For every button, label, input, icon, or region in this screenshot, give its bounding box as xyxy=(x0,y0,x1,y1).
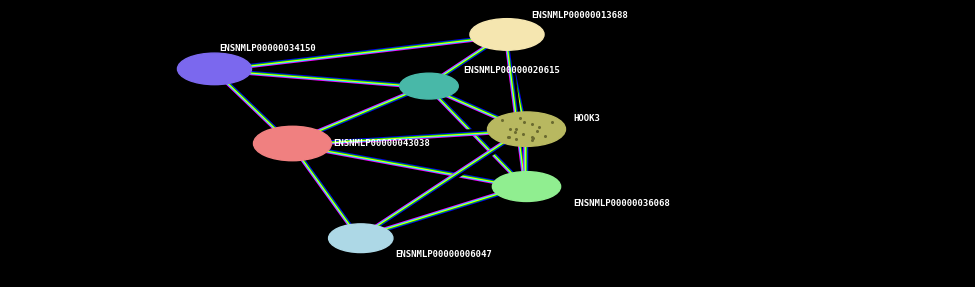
Text: ENSNMLP00000020615: ENSNMLP00000020615 xyxy=(463,66,560,75)
Text: HOOK3: HOOK3 xyxy=(573,114,601,123)
Ellipse shape xyxy=(488,112,566,146)
Ellipse shape xyxy=(492,172,561,201)
Text: ENSNMLP00000034150: ENSNMLP00000034150 xyxy=(219,44,316,53)
Ellipse shape xyxy=(329,224,393,253)
Text: ENSNMLP00000006047: ENSNMLP00000006047 xyxy=(395,250,491,259)
Ellipse shape xyxy=(470,19,544,50)
Text: ENSNMLP00000036068: ENSNMLP00000036068 xyxy=(573,199,670,208)
Ellipse shape xyxy=(177,53,252,85)
Text: ENSNMLP00000043038: ENSNMLP00000043038 xyxy=(333,139,430,148)
Text: ENSNMLP00000013688: ENSNMLP00000013688 xyxy=(531,11,628,20)
Ellipse shape xyxy=(254,126,332,161)
Ellipse shape xyxy=(400,73,458,99)
